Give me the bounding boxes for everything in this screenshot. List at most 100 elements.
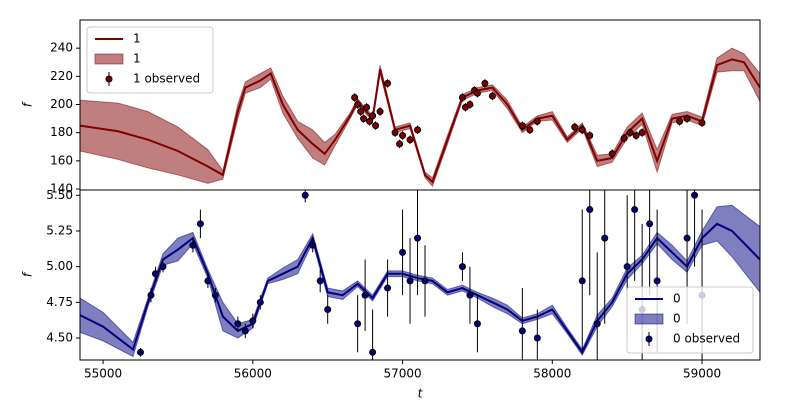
observed-point [526, 126, 534, 134]
observed-point [638, 129, 646, 137]
observed-point [369, 112, 377, 120]
observed-point [361, 291, 369, 299]
plot-area [80, 190, 760, 360]
observed-point [256, 298, 264, 306]
observed-point [324, 305, 332, 313]
observed-point [399, 248, 407, 256]
observed-point [396, 140, 404, 148]
legend-marker [645, 335, 653, 343]
legend-box [626, 286, 754, 354]
observed-point [354, 101, 362, 109]
observed-point [316, 277, 324, 285]
x-tick-label: 57000 [383, 367, 421, 381]
plot-area [80, 47, 760, 188]
observed-point [301, 191, 309, 199]
observed-point [384, 79, 392, 87]
y-axis-label: f [21, 271, 35, 277]
y-axis-label: f [21, 101, 35, 107]
confidence-band [80, 47, 760, 188]
observed-point [147, 291, 155, 299]
observed-point [601, 234, 609, 242]
y-tick-label: 140 [50, 182, 73, 196]
y-tick-label: 240 [50, 41, 73, 55]
legend-label: 0 [673, 292, 681, 306]
mean-line [80, 58, 760, 184]
legend-label: 0 observed [673, 332, 740, 346]
observed-point [159, 263, 167, 271]
observed-point [518, 122, 526, 130]
observed-point [473, 320, 481, 328]
observed-point [414, 126, 422, 134]
observed-point [632, 131, 640, 139]
observed-point [357, 108, 365, 116]
observed-point [151, 270, 159, 278]
y-tick-label: 4.50 [46, 331, 73, 345]
observed-point [384, 284, 392, 292]
observed-point [189, 241, 197, 249]
y-tick-label: 5.25 [46, 223, 73, 237]
legend-label: 0 [673, 312, 681, 326]
observed-point [414, 234, 422, 242]
x-tick-label: 59000 [683, 367, 721, 381]
observed-point [136, 348, 144, 356]
observed-point [481, 79, 489, 87]
observed-point [234, 320, 242, 328]
y-tick-label: 4.75 [46, 295, 73, 309]
observed-point [473, 89, 481, 97]
legend-patch [94, 53, 124, 65]
observed-point [653, 277, 661, 285]
observed-point [399, 131, 407, 139]
observed-point [351, 93, 359, 101]
observed-point [626, 129, 634, 137]
observed-point [586, 206, 594, 214]
y-tick-label: 200 [50, 97, 73, 111]
observed-point [488, 92, 496, 100]
observed-point [354, 320, 362, 328]
observed-point [571, 123, 579, 131]
observed-point [518, 327, 526, 335]
observed-point [360, 115, 368, 123]
observed-point [691, 191, 699, 199]
observed-point [309, 241, 317, 249]
y-tick-label: 5.00 [46, 259, 73, 273]
observed-point [578, 277, 586, 285]
observed-point [249, 317, 257, 325]
observed-point [631, 206, 639, 214]
observed-point [376, 108, 384, 116]
observed-point [241, 327, 249, 335]
observed-point [406, 136, 414, 144]
observed-point [211, 291, 219, 299]
legend-label: 1 [133, 52, 141, 66]
observed-point [458, 263, 466, 271]
confidence-band [80, 204, 760, 358]
observed-point [363, 103, 371, 111]
observed-point [578, 126, 586, 134]
legend-label: 1 observed [133, 72, 200, 86]
y-tick-label: 160 [50, 153, 73, 167]
x-tick-label: 55000 [84, 367, 122, 381]
y-tick-label: 180 [50, 125, 73, 139]
y-tick-label: 5.50 [46, 188, 73, 202]
observed-point [683, 115, 691, 123]
observed-point [366, 117, 374, 125]
legend-label: 1 [133, 32, 141, 46]
observed-point [466, 291, 474, 299]
x-tick-label: 58000 [533, 367, 571, 381]
observed-point [369, 348, 377, 356]
observed-point [458, 93, 466, 101]
observed-point [466, 101, 474, 109]
observed-point [533, 334, 541, 342]
observed-point [204, 277, 212, 285]
observed-point [391, 129, 399, 137]
observed-point [620, 134, 628, 142]
observed-point [698, 119, 706, 127]
observed-point [406, 277, 414, 285]
observed-point [608, 150, 616, 158]
observed-point [372, 122, 380, 130]
y-tick-label: 220 [50, 69, 73, 83]
observed-point [646, 220, 654, 228]
observed-point [196, 220, 204, 228]
observed-point [623, 263, 631, 271]
legend-box [86, 26, 214, 94]
